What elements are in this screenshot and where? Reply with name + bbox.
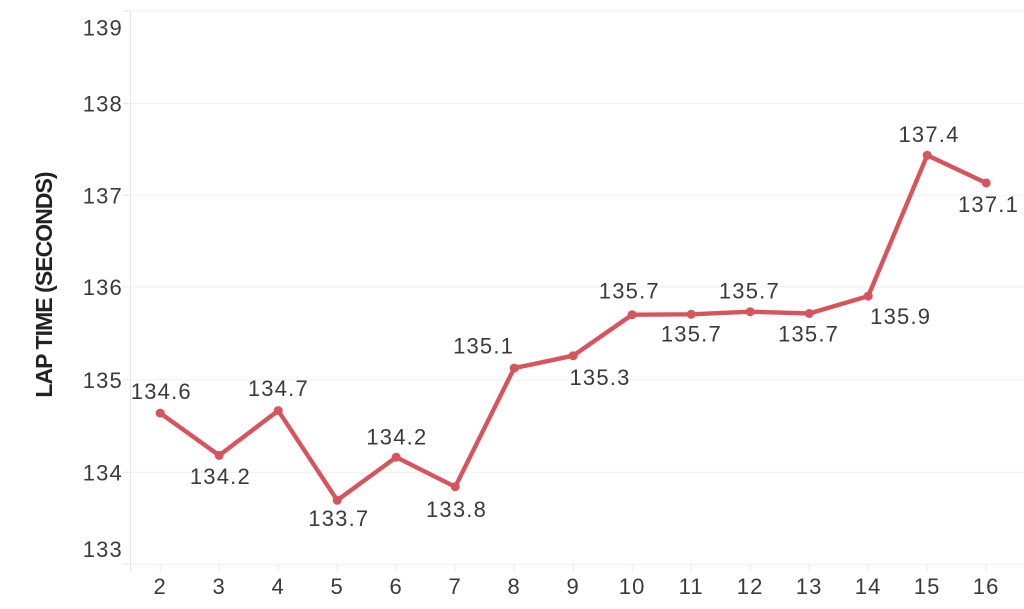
- svg-text:137.1: 137.1: [958, 192, 1019, 217]
- svg-text:4: 4: [271, 574, 284, 599]
- svg-text:12: 12: [737, 574, 764, 599]
- svg-text:134.6: 134.6: [131, 379, 192, 404]
- svg-text:13: 13: [796, 574, 823, 599]
- svg-text:133.8: 133.8: [426, 497, 487, 522]
- svg-text:7: 7: [448, 574, 461, 599]
- svg-text:133: 133: [83, 537, 123, 562]
- svg-text:2: 2: [153, 574, 166, 599]
- svg-text:5: 5: [330, 574, 343, 599]
- svg-text:134: 134: [83, 460, 123, 485]
- svg-text:134.2: 134.2: [366, 425, 427, 450]
- svg-text:14: 14: [855, 574, 882, 599]
- svg-text:138: 138: [83, 91, 123, 116]
- svg-text:136: 136: [83, 275, 123, 300]
- svg-text:3: 3: [212, 574, 225, 599]
- svg-text:8: 8: [507, 574, 520, 599]
- svg-text:6: 6: [389, 574, 402, 599]
- svg-text:9: 9: [566, 574, 579, 599]
- svg-text:139: 139: [83, 16, 123, 41]
- svg-text:135.7: 135.7: [778, 322, 839, 347]
- svg-text:15: 15: [914, 574, 941, 599]
- svg-text:137: 137: [83, 183, 123, 208]
- svg-text:137.4: 137.4: [898, 122, 959, 147]
- svg-text:135.9: 135.9: [870, 304, 931, 329]
- svg-text:135.3: 135.3: [569, 365, 630, 390]
- svg-text:10: 10: [619, 574, 646, 599]
- svg-text:133.7: 133.7: [308, 506, 369, 531]
- svg-text:135.1: 135.1: [453, 334, 514, 359]
- svg-text:135.7: 135.7: [719, 279, 780, 304]
- svg-text:LAP TIME (SECONDS): LAP TIME (SECONDS): [31, 172, 57, 398]
- svg-text:135.7: 135.7: [661, 322, 722, 347]
- svg-text:134.7: 134.7: [248, 376, 309, 401]
- svg-text:16: 16: [973, 574, 1000, 599]
- svg-text:134.2: 134.2: [190, 464, 251, 489]
- svg-text:135: 135: [83, 368, 123, 393]
- svg-text:135.7: 135.7: [599, 279, 660, 304]
- svg-text:11: 11: [679, 574, 704, 599]
